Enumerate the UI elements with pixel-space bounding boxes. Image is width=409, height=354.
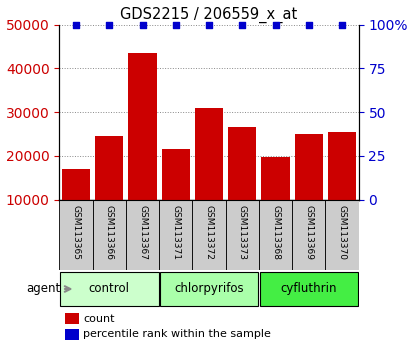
- Point: [305, 22, 311, 28]
- Bar: [128, 53, 156, 243]
- Text: GSM113372: GSM113372: [204, 205, 213, 260]
- Point: [172, 22, 179, 28]
- Point: [205, 22, 212, 28]
- Text: control: control: [89, 282, 130, 296]
- Point: [106, 22, 112, 28]
- Point: [73, 22, 79, 28]
- Text: GSM113370: GSM113370: [337, 205, 346, 260]
- Text: count: count: [83, 314, 115, 324]
- Bar: [60, 272, 158, 307]
- Bar: [327, 132, 355, 243]
- Text: GSM113371: GSM113371: [171, 205, 180, 260]
- Bar: [95, 136, 123, 243]
- Text: cyfluthrin: cyfluthrin: [280, 282, 336, 296]
- Bar: [161, 149, 189, 243]
- Bar: [65, 313, 79, 324]
- Title: GDS2215 / 206559_x_at: GDS2215 / 206559_x_at: [120, 7, 297, 23]
- Point: [272, 22, 278, 28]
- Bar: [325, 200, 358, 269]
- Bar: [92, 200, 126, 269]
- Bar: [160, 272, 258, 307]
- Bar: [159, 200, 192, 269]
- Text: GSM113369: GSM113369: [303, 205, 312, 260]
- Text: percentile rank within the sample: percentile rank within the sample: [83, 329, 271, 339]
- Bar: [195, 108, 222, 243]
- Text: GSM113368: GSM113368: [270, 205, 279, 260]
- Bar: [62, 169, 90, 243]
- Bar: [65, 329, 79, 340]
- Bar: [258, 200, 292, 269]
- Text: GSM113367: GSM113367: [138, 205, 147, 260]
- Point: [238, 22, 245, 28]
- Text: GSM113366: GSM113366: [105, 205, 114, 260]
- Bar: [292, 200, 325, 269]
- Bar: [259, 272, 357, 307]
- Point: [139, 22, 146, 28]
- Bar: [59, 200, 92, 269]
- Text: GSM113373: GSM113373: [237, 205, 246, 260]
- Text: chlorpyrifos: chlorpyrifos: [174, 282, 243, 296]
- Bar: [126, 200, 159, 269]
- Point: [338, 22, 344, 28]
- Text: agent: agent: [26, 282, 60, 296]
- Bar: [294, 134, 322, 243]
- Bar: [261, 157, 289, 243]
- Text: GSM113365: GSM113365: [72, 205, 81, 260]
- Bar: [228, 127, 256, 243]
- Bar: [192, 200, 225, 269]
- Bar: [225, 200, 258, 269]
